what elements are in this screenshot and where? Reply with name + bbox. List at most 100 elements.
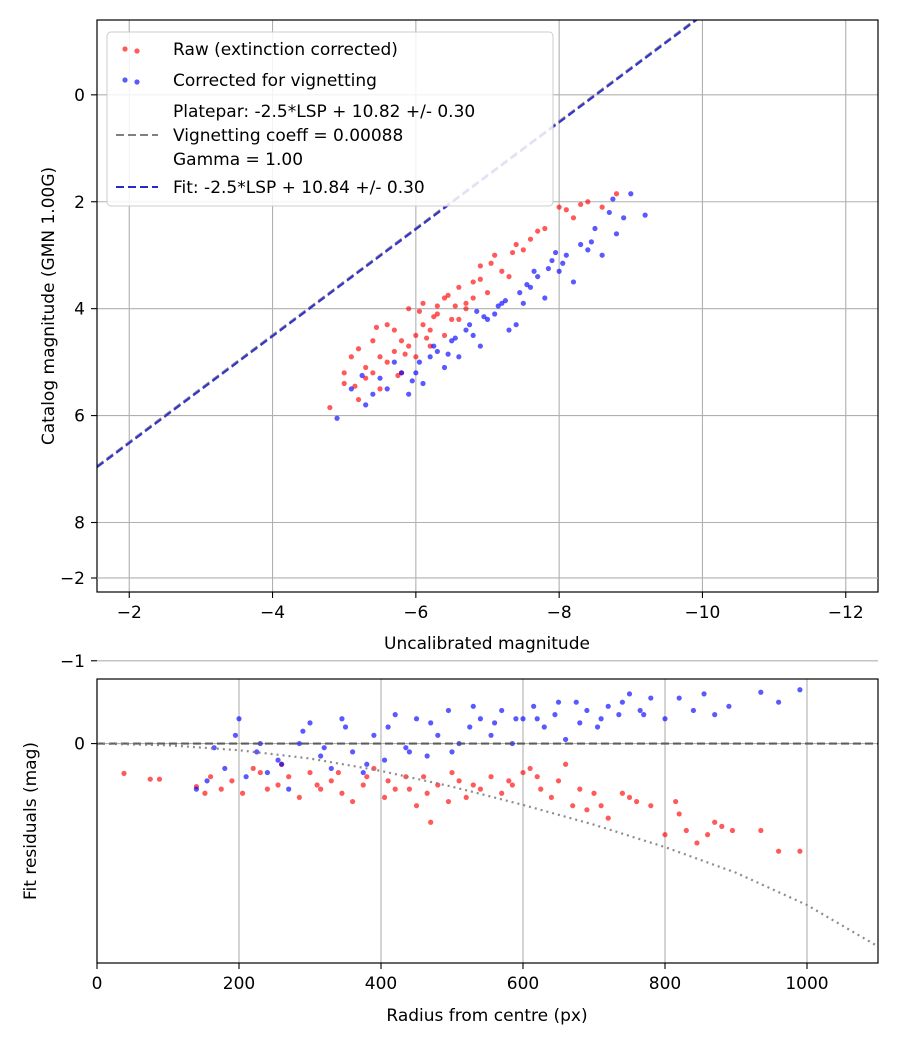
scatter-point [328, 778, 334, 784]
scatter-point [377, 354, 383, 360]
scatter-point [392, 712, 398, 718]
scatter-point [257, 769, 263, 776]
scatter-point [420, 300, 426, 306]
scatter-point [534, 774, 540, 780]
scatter-point [328, 765, 334, 772]
scatter-point [296, 740, 302, 747]
scatter-point [613, 191, 620, 197]
scatter-point [509, 782, 515, 788]
scatter-point [555, 778, 562, 784]
scatter-point [413, 716, 420, 722]
scatter-point [683, 827, 689, 834]
top-plot-ylabel: Catalog magnitude (GMN 1.00G) [39, 167, 59, 445]
y-tick-label: 6 [74, 407, 85, 427]
scatter-point [421, 774, 427, 780]
scatter-point [470, 295, 476, 301]
y-tick-label: 0 [74, 735, 85, 755]
scatter-point [477, 263, 483, 269]
y-tick-label: 4 [74, 300, 85, 320]
scatter-point [563, 736, 569, 743]
scatter-point [584, 707, 590, 714]
scatter-point [350, 798, 356, 805]
scatter-point [509, 249, 516, 256]
scatter-point [406, 391, 412, 397]
bottom-plot: 0 200 400 600 800 1000 0 −1 −2 Radius from centr… [21, 569, 879, 1026]
scatter-point [605, 703, 611, 709]
top-plot-legend: Raw (extinction corrected) Corrected for … [106, 31, 554, 207]
scatter-point [499, 790, 505, 796]
scatter-point [409, 378, 415, 384]
scatter-point [377, 386, 383, 392]
scatter-point [279, 761, 285, 767]
scatter-point [424, 790, 430, 796]
x-tick-label: −8 [547, 603, 572, 623]
scatter-point [384, 322, 390, 328]
scatter-point [445, 798, 452, 805]
scatter-point [427, 354, 433, 360]
scatter-point [395, 372, 401, 379]
scatter-point [477, 343, 483, 349]
legend-label-line: Gamma = 1.00 [173, 150, 303, 170]
scatter-point [385, 724, 391, 730]
scatter-point [334, 415, 340, 421]
scatter-point [218, 786, 224, 792]
x-tick-label: 200 [223, 974, 255, 994]
scatter-point [531, 703, 537, 709]
scatter-point [619, 790, 626, 796]
scatter-point [352, 383, 358, 389]
scatter-point [637, 707, 643, 714]
scatter-point [364, 761, 370, 767]
scatter-point [406, 786, 412, 792]
scatter-point [466, 322, 473, 328]
y-tick-label: −1 [60, 652, 85, 672]
scatter-point [570, 803, 576, 809]
scatter-point [434, 348, 440, 355]
scatter-point [264, 769, 270, 776]
scatter-point [619, 699, 626, 705]
scatter-point [204, 778, 210, 784]
scatter-point [560, 260, 566, 266]
scatter-point [634, 798, 640, 805]
top-plot: −2 −4 −6 −8 −10 −12 0 2 4 6 8 Uncalibrated magnitu… [39, 19, 879, 654]
legend-label: Fit: -2.5*LSP + 10.84 +/- 0.30 [173, 178, 425, 198]
scatter-point [513, 716, 519, 722]
scatter-point [570, 215, 577, 221]
scatter-point [556, 204, 562, 210]
scatter-point [520, 716, 526, 722]
scatter-point [676, 811, 682, 817]
scatter-point [797, 848, 803, 854]
scatter-point [348, 386, 354, 392]
scatter-point [641, 712, 647, 718]
scatter-point [307, 720, 313, 726]
scatter-point [250, 765, 256, 772]
scatter-point [726, 703, 732, 709]
scatter-point [626, 794, 633, 801]
scatter-point [413, 803, 420, 809]
bottom-plot-data [97, 687, 878, 948]
scatter-point [520, 300, 526, 306]
scatter-point [406, 306, 412, 312]
scatter-point [776, 848, 782, 854]
scatter-point [456, 354, 462, 360]
scatter-point [470, 332, 476, 339]
scatter-point [585, 247, 591, 253]
scatter-point [413, 332, 419, 339]
scatter-point [662, 716, 668, 722]
scatter-point [552, 249, 559, 256]
scatter-point [513, 241, 519, 248]
scatter-point [549, 257, 555, 264]
scatter-point [470, 279, 476, 285]
scatter-point [541, 724, 547, 730]
scatter-point [676, 695, 682, 701]
scatter-point [495, 303, 501, 309]
scatter-point [484, 316, 491, 322]
scatter-point [441, 364, 448, 371]
scatter-point [229, 778, 235, 784]
scatter-point [690, 707, 697, 714]
scatter-point [342, 724, 349, 730]
bottom-plot-ticks: 0 200 400 600 800 1000 0 −1 −2 [60, 569, 829, 994]
scatter-point [578, 201, 584, 208]
scatter-point [406, 749, 412, 755]
scatter-point [456, 284, 462, 290]
scatter-point [470, 782, 476, 788]
